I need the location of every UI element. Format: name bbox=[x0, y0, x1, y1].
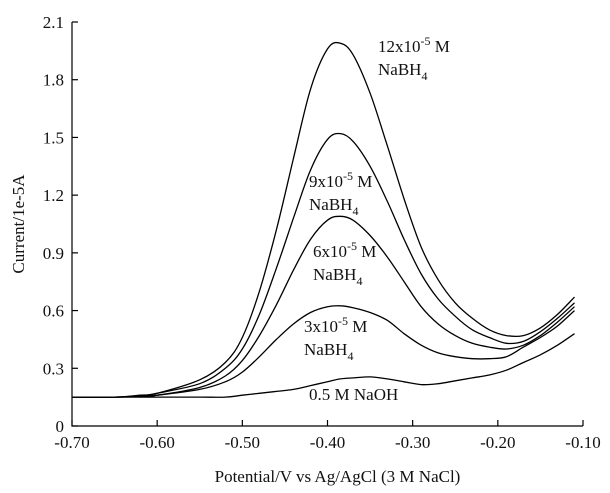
x-axis-title: Potential/V vs Ag/AgCl (3 M NaCl) bbox=[215, 467, 461, 486]
x-tick-label: -0.70 bbox=[54, 433, 89, 452]
label-12e-5-line2: NaBH4 bbox=[378, 60, 427, 83]
label-3e-5-line1: 3x10-5 M bbox=[304, 314, 367, 336]
axis-lines bbox=[71, 22, 583, 427]
y-tick-label: 1.5 bbox=[43, 128, 64, 147]
x-tick-label: -0.50 bbox=[225, 433, 260, 452]
series-line-3e-5 bbox=[71, 305, 575, 398]
label-9e-5-line2: NaBH4 bbox=[309, 195, 358, 218]
label-3e-5-line2: NaBH4 bbox=[304, 340, 353, 363]
x-tick-label: -0.60 bbox=[139, 433, 174, 452]
y-tick-label: 0.9 bbox=[43, 244, 64, 263]
y-tick-label: 0 bbox=[56, 417, 65, 436]
y-tick-label: 1.2 bbox=[43, 186, 64, 205]
series-line-6e-5 bbox=[71, 215, 575, 398]
label-naoh: 0.5 M NaOH bbox=[309, 385, 398, 404]
label-6e-5-line2: NaBH4 bbox=[313, 265, 362, 288]
y-tick-label: 2.1 bbox=[43, 13, 64, 32]
plot-area: 0 0.3 0.6 0.9 1.2 1.5 1.8 2.1 -0.70 -0.60 -0.50 -0.… bbox=[43, 13, 601, 452]
y-tick-label: 0.3 bbox=[43, 359, 64, 378]
y-tick-label: 0.6 bbox=[43, 302, 64, 321]
label-9e-5-line1: 9x10-5 M bbox=[309, 169, 372, 191]
x-tick-label: -0.20 bbox=[480, 433, 515, 452]
x-tick-label: -0.40 bbox=[310, 433, 345, 452]
x-tick-label: -0.10 bbox=[565, 433, 600, 452]
series-line-12e-5 bbox=[71, 41, 575, 398]
x-tick-label: -0.30 bbox=[395, 433, 430, 452]
series-line-9e-5 bbox=[71, 132, 575, 398]
y-axis-title: Current/1e-5A bbox=[9, 174, 28, 274]
label-6e-5-line1: 6x10-5 M bbox=[313, 239, 376, 261]
series-line-naoh bbox=[72, 333, 575, 398]
label-12e-5-line1: 12x10-5 M bbox=[378, 34, 450, 56]
y-tick-label: 1.8 bbox=[43, 71, 64, 90]
